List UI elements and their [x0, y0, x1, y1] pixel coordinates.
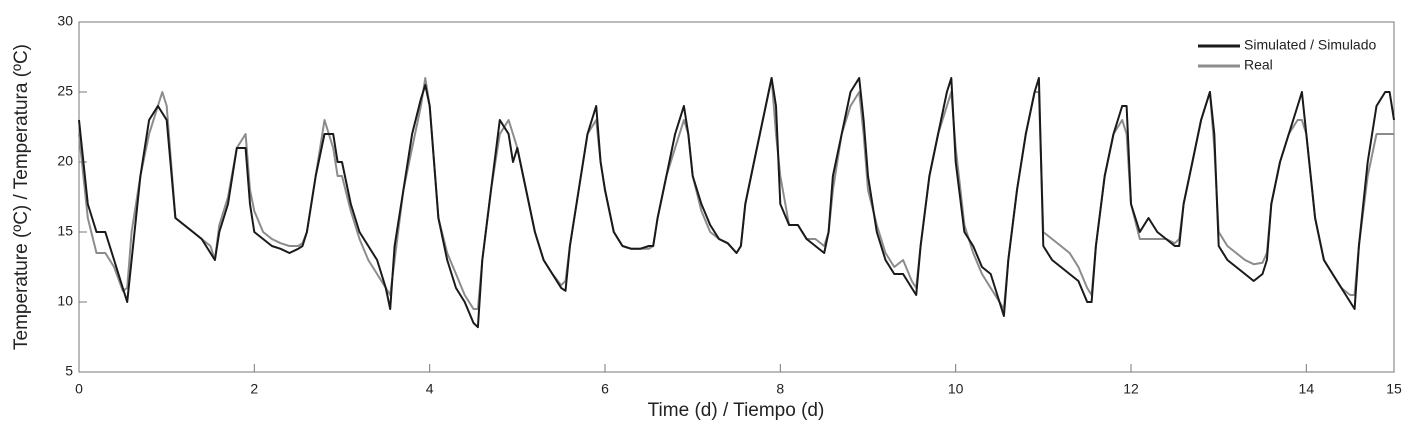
- x-axis-title: Time (d) / Tiempo (d): [648, 400, 825, 421]
- x-tick-label: 8: [776, 381, 784, 397]
- x-tick-label: 2: [250, 381, 258, 397]
- y-tick-label: 10: [57, 293, 73, 309]
- x-tick-label: 4: [426, 381, 434, 397]
- y-tick-label: 25: [57, 83, 73, 99]
- legend-label: Real: [1244, 57, 1273, 73]
- x-tick-label: 14: [1299, 381, 1315, 397]
- legend-label: Simulated / Simulado: [1244, 37, 1377, 53]
- series-line: [78, 77, 1394, 310]
- y-tick-label: 15: [57, 223, 73, 239]
- x-tick-label: 10: [948, 381, 964, 397]
- x-tick-label: 6: [601, 381, 609, 397]
- plot-frame: [78, 21, 1395, 373]
- y-axis-title: Temperature (ºC) / Temperatura (ºC): [11, 44, 32, 350]
- y-tick-label: 5: [65, 363, 73, 379]
- x-tick-label: 12: [1123, 381, 1139, 397]
- y-tick-label: 30: [57, 13, 73, 29]
- series-line: [78, 77, 1395, 329]
- x-tick-label: 0: [75, 381, 83, 397]
- x-tick-label: 15: [1386, 381, 1402, 397]
- y-tick-label: 20: [57, 153, 73, 169]
